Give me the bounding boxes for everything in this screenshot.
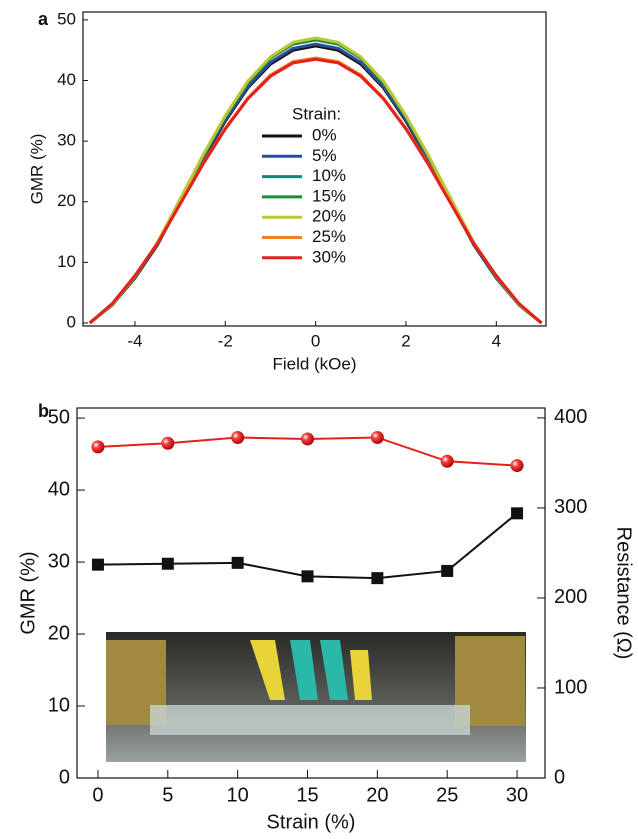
y-tick-label: 50 (57, 9, 76, 28)
legend-title: Strain: (292, 104, 341, 123)
y-tick-label: 0 (59, 766, 70, 788)
legend-label: 10% (312, 166, 346, 185)
marker (441, 564, 454, 577)
x-tick-label: 30 (506, 784, 528, 806)
marker (301, 432, 315, 446)
x-tick-label: 20 (366, 784, 388, 806)
y-tick-label: 10 (57, 252, 76, 271)
legend-label: 20% (312, 207, 346, 226)
y-tick-label: 0 (67, 312, 76, 331)
y-tick-label: 20 (48, 622, 70, 644)
marker (371, 572, 384, 585)
series-line (88, 57, 543, 325)
x-tick-label: 25 (436, 784, 458, 806)
y2-tick-label: 200 (554, 586, 587, 608)
marker (440, 454, 454, 468)
legend-label: 30% (312, 247, 346, 266)
legend-label: 0% (312, 125, 337, 144)
panel: 0 5 10 15 20 25 30010203040500100200300400Stra… (17, 401, 634, 834)
inset-photo (106, 632, 526, 762)
plot-frame (82, 11, 547, 327)
marker (301, 570, 314, 583)
marker (370, 431, 384, 445)
series-line (97, 512, 518, 580)
y-tick-label: 40 (48, 478, 70, 500)
marker (161, 436, 175, 450)
y-axis-label: GMR (%) (27, 134, 46, 205)
y2-tick-label: 100 (554, 676, 587, 698)
y2-tick-label: 400 (554, 406, 587, 428)
x-tick-label: 2 (401, 331, 410, 350)
y-tick-label: 10 (48, 694, 70, 716)
y-tick-label: 30 (57, 131, 76, 150)
x-tick-label: -2 (218, 331, 233, 350)
marker (231, 556, 244, 569)
y2-tick-label: 300 (554, 496, 587, 518)
marker (91, 558, 104, 571)
plot-frame (76, 407, 546, 779)
panel-label: b (38, 401, 49, 421)
legend-label: 5% (312, 146, 337, 165)
panel-label: a (38, 9, 49, 29)
y-tick-label: 30 (48, 550, 70, 572)
x-axis-label: Field (kOe) (272, 354, 356, 373)
marker (511, 507, 524, 520)
y-tick-label: 20 (57, 191, 76, 210)
legend-label: 15% (312, 186, 346, 205)
x-tick-label: 5 (162, 784, 173, 806)
marker (510, 459, 524, 473)
legend-label: 25% (312, 227, 346, 246)
x-tick-label: 10 (227, 784, 249, 806)
y2-tick-label: 0 (554, 766, 565, 788)
marker (91, 440, 105, 454)
x-tick-label: 15 (296, 784, 318, 806)
y-tick-label: 50 (48, 406, 70, 428)
y-tick-label: 40 (57, 70, 76, 89)
y-axis-label: GMR (%) (17, 551, 39, 634)
x-tick-label: 0 (311, 331, 320, 350)
marker (161, 557, 174, 570)
marker (231, 431, 245, 445)
x-tick-label: 4 (492, 331, 501, 350)
x-axis-label: Strain (%) (267, 811, 356, 833)
x-tick-label: 0 (92, 784, 103, 806)
x-tick-label: -4 (127, 331, 142, 350)
y2-axis-label: Resistance (Ω) (613, 527, 635, 660)
